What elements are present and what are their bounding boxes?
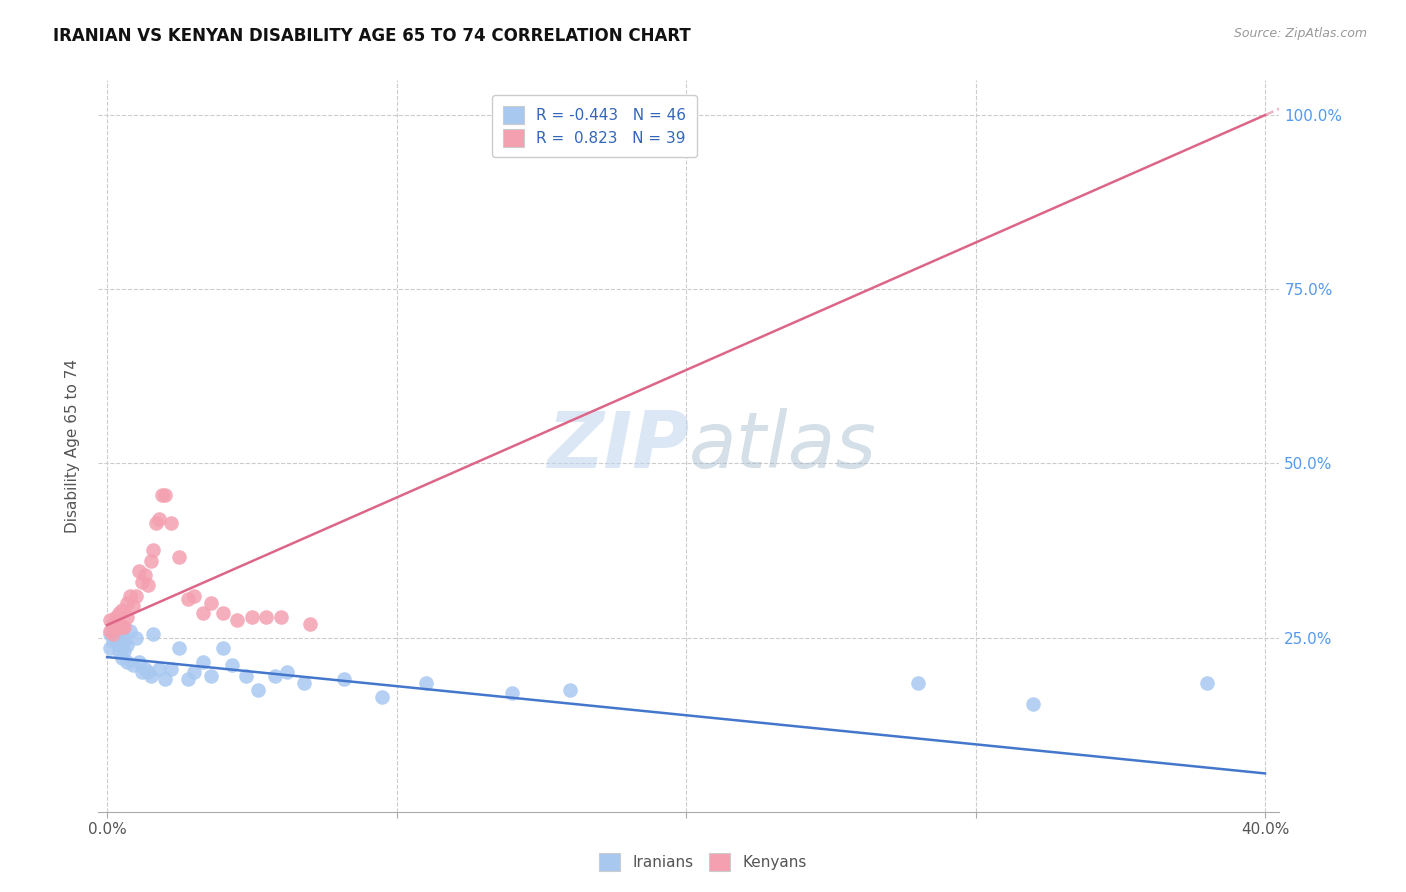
Point [142,543,165,558]
Point [145,516,167,530]
Point [254,609,277,624]
Point [560,682,582,697]
Point [136,578,159,592]
Point [117,655,139,669]
Point [117,609,139,624]
Point [148,662,170,676]
Text: atlas: atlas [689,408,877,484]
Point [122,658,145,673]
Point [191,655,214,669]
Point [101,627,124,641]
Point [298,616,321,631]
Point [122,599,145,614]
Point [101,624,124,638]
Point [114,644,136,658]
Point [101,616,124,631]
Point [240,609,263,624]
Point [131,665,153,680]
Point [134,662,156,676]
Point [235,669,257,683]
Point [212,640,235,655]
Point [128,565,150,579]
Point [183,665,205,680]
Point [104,620,127,634]
Point [136,665,159,680]
Point [153,488,176,502]
Point [371,690,394,704]
Point [191,606,214,620]
Point [333,673,356,687]
Point [117,638,139,652]
Point [1197,676,1219,690]
Point [159,516,181,530]
Point [501,686,523,700]
Point [221,658,243,673]
Point [200,669,222,683]
Point [142,627,165,641]
Point [276,665,298,680]
Point [104,620,127,634]
Point [153,673,176,687]
Point [226,613,249,627]
Point [415,676,437,690]
Point [114,634,136,648]
Point [120,624,142,638]
Point [104,631,127,645]
Point [125,589,148,603]
Point [169,550,191,565]
Point [114,620,136,634]
Point [110,627,132,641]
Text: Source: ZipAtlas.com: Source: ZipAtlas.com [1233,27,1367,40]
Point [183,589,205,603]
Legend: R = -0.443   N = 46, R =  0.823   N = 39: R = -0.443 N = 46, R = 0.823 N = 39 [492,95,697,157]
Point [131,574,153,589]
Point [292,676,315,690]
Point [128,655,150,669]
Point [101,634,124,648]
Point [159,662,181,676]
Point [1022,697,1045,711]
Text: IRANIAN VS KENYAN DISABILITY AGE 65 TO 74 CORRELATION CHART: IRANIAN VS KENYAN DISABILITY AGE 65 TO 7… [53,27,692,45]
Point [107,644,129,658]
Point [98,640,121,655]
Point [107,606,129,620]
Point [110,603,132,617]
Point [177,592,200,607]
Point [110,651,132,665]
Text: ZIP: ZIP [547,408,689,484]
Point [134,567,156,582]
Point [125,631,148,645]
Point [139,669,162,683]
Y-axis label: Disability Age 65 to 74: Disability Age 65 to 74 [65,359,80,533]
Point [200,596,222,610]
Point [177,673,200,687]
Point [110,620,132,634]
Point [169,640,191,655]
Point [104,609,127,624]
Point [107,620,129,634]
Point [150,488,173,502]
Legend: Iranians, Kenyans: Iranians, Kenyans [591,844,815,880]
Point [270,609,292,624]
Point [98,624,121,638]
Point [907,676,929,690]
Point [107,638,129,652]
Point [139,554,162,568]
Point [148,512,170,526]
Point [98,627,121,641]
Point [246,682,269,697]
Point [98,613,121,627]
Point [212,606,235,620]
Point [117,596,139,610]
Point [120,589,142,603]
Point [264,669,287,683]
